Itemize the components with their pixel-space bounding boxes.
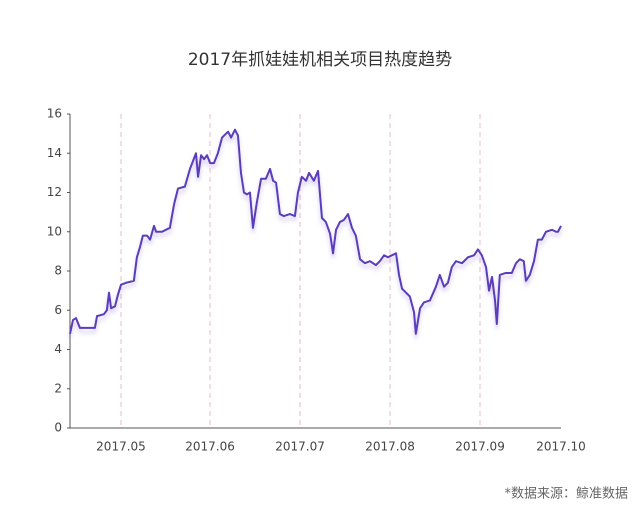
x-tick-label: 2017.08 xyxy=(365,440,415,454)
y-tick-label: 2 xyxy=(54,381,62,395)
y-tick-label: 6 xyxy=(54,303,62,317)
data-line xyxy=(69,128,562,335)
y-tick-label: 8 xyxy=(54,264,62,278)
y-tick-label: 0 xyxy=(54,421,62,435)
y-tick-label: 10 xyxy=(47,224,62,238)
x-tick-label: 2017.10 xyxy=(536,440,586,454)
x-tick-label: 2017.07 xyxy=(275,440,325,454)
y-tick-label: 16 xyxy=(47,107,62,121)
x-tick-label: 2017.09 xyxy=(455,440,505,454)
x-tick-label: 2017.05 xyxy=(96,440,146,454)
x-tick-label: 2017.06 xyxy=(185,440,235,454)
y-tick-label: 14 xyxy=(47,146,62,160)
y-tick-label: 4 xyxy=(54,342,62,356)
y-tick-label: 12 xyxy=(47,185,62,199)
source-note: *数据来源：鲸准数据 xyxy=(504,487,628,502)
chart-title: 2017年抓娃娃机相关项目热度趋势 xyxy=(188,50,452,70)
